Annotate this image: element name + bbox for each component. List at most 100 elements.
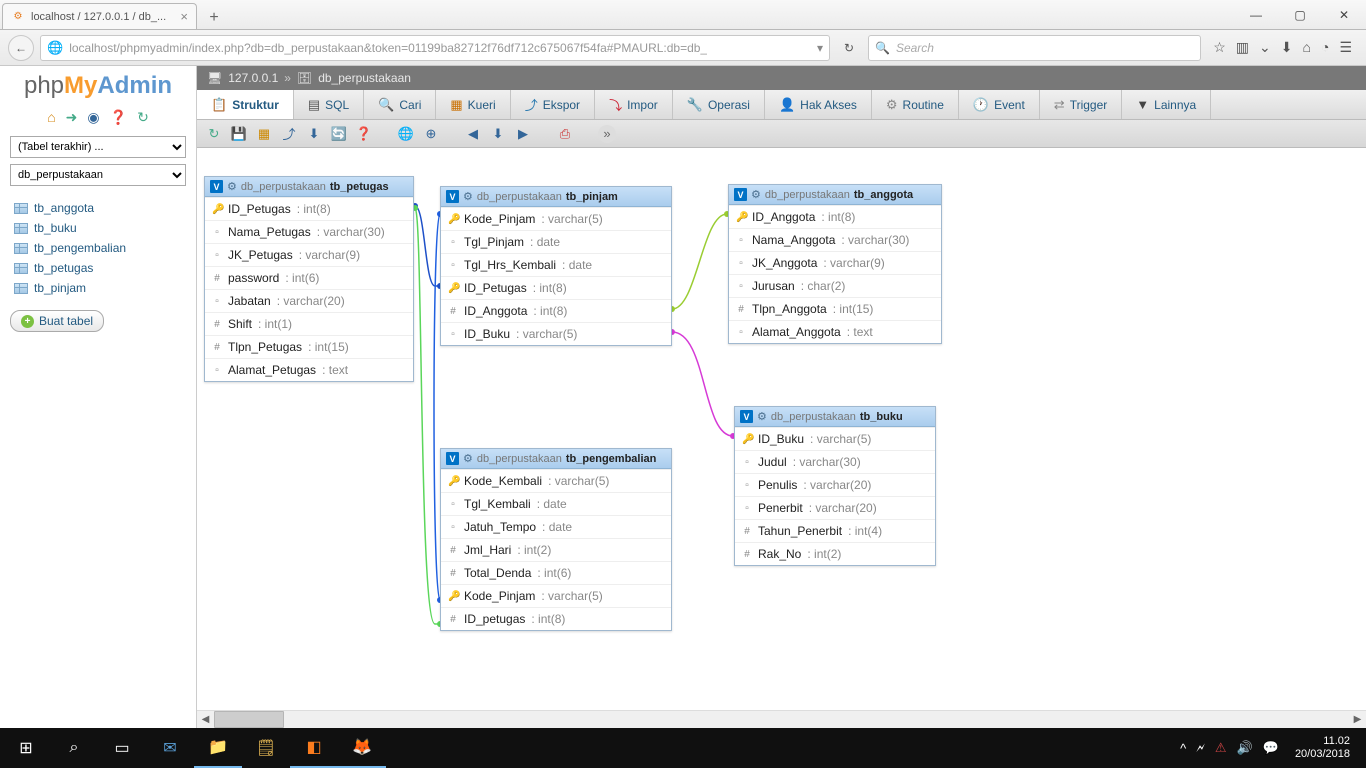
column-Penulis[interactable]: ▫Penulis: varchar(20)	[735, 473, 935, 496]
column-ID_Petugas[interactable]: 🔑ID_Petugas: int(8)	[205, 197, 413, 220]
tab-sql[interactable]: ▤SQL	[294, 90, 364, 119]
tray-up-icon[interactable]: ^	[1180, 741, 1186, 756]
column-password[interactable]: #password: int(6)	[205, 266, 413, 289]
table-header[interactable]: V⚙db_perpustakaan tb_pengembalian	[441, 449, 671, 469]
column-Kode_Pinjam[interactable]: 🔑Kode_Pinjam: varchar(5)	[441, 207, 671, 230]
browser-tab[interactable]: ⚙ localhost / 127.0.0.1 / db_... ×	[2, 3, 197, 29]
breadcrumb-db[interactable]: db_perpustakaan	[318, 71, 411, 85]
search-taskbar-icon[interactable]: ⌕	[50, 728, 98, 768]
tab-ekspor[interactable]: ⤴Ekspor	[511, 90, 595, 119]
explorer-app-icon[interactable]: 📁	[194, 728, 242, 768]
collapse-icon[interactable]: V	[446, 190, 459, 203]
minimize-button[interactable]: —	[1234, 1, 1278, 29]
pdf-icon[interactable]: ⎙	[556, 125, 574, 143]
reload-nav-icon[interactable]: ↻	[137, 109, 149, 126]
left-icon[interactable]: ◀	[464, 125, 482, 143]
start-button[interactable]: ⊞	[2, 728, 50, 768]
table-tb_petugas[interactable]: V⚙db_perpustakaan tb_petugas🔑ID_Petugas:…	[204, 176, 414, 382]
table-tb_pengembalian[interactable]: V⚙db_perpustakaan tb_pengembalian🔑Kode_K…	[440, 448, 672, 631]
bookmark-icon[interactable]: ☆	[1213, 39, 1226, 56]
column-ID_Anggota[interactable]: 🔑ID_Anggota: int(8)	[729, 205, 941, 228]
tray-wifi-icon[interactable]: ⚠	[1215, 740, 1227, 756]
table-tb_anggota[interactable]: V⚙db_perpustakaan tb_anggota🔑ID_Anggota:…	[728, 184, 942, 344]
gear-icon[interactable]: ⚙	[227, 180, 237, 193]
table-header[interactable]: V⚙db_perpustakaan tb_anggota	[729, 185, 941, 205]
sidebar-table-tb_buku[interactable]: tb_buku	[10, 218, 186, 238]
sidebar-table-tb_petugas[interactable]: tb_petugas	[10, 258, 186, 278]
column-Kode_Pinjam[interactable]: 🔑Kode_Pinjam: varchar(5)	[441, 584, 671, 607]
right-icon[interactable]: ▶	[514, 125, 532, 143]
home-icon[interactable]: ⌂	[1303, 39, 1311, 56]
menu-icon[interactable]: ☰	[1339, 39, 1352, 56]
maximize-button[interactable]: ▢	[1278, 1, 1322, 29]
gear-icon[interactable]: ⚙	[757, 410, 767, 423]
taskbar-clock[interactable]: 11.02 20/03/2018	[1289, 735, 1356, 761]
home-icon[interactable]: ⌂	[47, 109, 55, 126]
xampp-app-icon[interactable]: ◧	[290, 728, 338, 768]
sidebar-table-tb_anggota[interactable]: tb_anggota	[10, 198, 186, 218]
collapse-icon[interactable]: V	[446, 452, 459, 465]
tab-hak akses[interactable]: 👤Hak Akses	[765, 90, 872, 119]
column-Tahun_Penerbit[interactable]: #Tahun_Penerbit: int(4)	[735, 519, 935, 542]
more-icon[interactable]: »	[598, 125, 616, 143]
column-Tgl_Pinjam[interactable]: ▫Tgl_Pinjam: date	[441, 230, 671, 253]
notes-app-icon[interactable]: 🗒	[242, 728, 290, 768]
column-Jatuh_Tempo[interactable]: ▫Jatuh_Tempo: date	[441, 515, 671, 538]
column-Nama_Petugas[interactable]: ▫Nama_Petugas: varchar(30)	[205, 220, 413, 243]
column-JK_Petugas[interactable]: ▫JK_Petugas: varchar(9)	[205, 243, 413, 266]
zoom-icon[interactable]: 🌐	[397, 125, 415, 143]
tab-kueri[interactable]: ▦Kueri	[436, 90, 510, 119]
scroll-thumb[interactable]	[214, 711, 284, 728]
designer-canvas[interactable]: V⚙db_perpustakaan tb_petugas🔑ID_Petugas:…	[197, 148, 1366, 728]
table-header[interactable]: V⚙db_perpustakaan tb_petugas	[205, 177, 413, 197]
mail-app-icon[interactable]: ✉	[146, 728, 194, 768]
column-Alamat_Anggota[interactable]: ▫Alamat_Anggota: text	[729, 320, 941, 343]
column-Rak_No[interactable]: #Rak_No: int(2)	[735, 542, 935, 565]
column-Total_Denda[interactable]: #Total_Denda: int(6)	[441, 561, 671, 584]
tab-struktur[interactable]: 📋Struktur	[197, 90, 294, 119]
collapse-icon[interactable]: V	[740, 410, 753, 423]
horizontal-scrollbar[interactable]: ◀ ▶	[197, 710, 1366, 728]
tab-impor[interactable]: ⤵Impor	[595, 90, 673, 119]
arrow-down-icon[interactable]: ⬇	[305, 125, 323, 143]
column-Tlpn_Anggota[interactable]: #Tlpn_Anggota: int(15)	[729, 297, 941, 320]
gear-icon[interactable]: ⚙	[751, 188, 761, 201]
new-tab-button[interactable]: +	[201, 7, 227, 29]
reader-icon[interactable]: ▥	[1236, 39, 1249, 56]
docs-icon[interactable]: ❓	[110, 109, 127, 126]
reload-icon[interactable]: 🔄	[330, 125, 348, 143]
table-tb_buku[interactable]: V⚙db_perpustakaan tb_buku🔑ID_Buku: varch…	[734, 406, 936, 566]
new-table-button[interactable]: +Buat tabel	[10, 310, 104, 332]
breadcrumb-server[interactable]: 127.0.0.1	[228, 71, 278, 85]
back-button[interactable]: ←	[8, 35, 34, 61]
save-icon[interactable]: 💾	[230, 125, 248, 143]
tab-routine[interactable]: ⚙Routine	[872, 90, 959, 119]
sync-icon[interactable]: ◔	[1321, 39, 1329, 56]
sql-icon[interactable]: ◉	[87, 109, 99, 126]
column-Kode_Kembali[interactable]: 🔑Kode_Kembali: varchar(5)	[441, 469, 671, 492]
gear-icon[interactable]: ⚙	[463, 190, 473, 203]
tab-trigger[interactable]: ⇄Trigger	[1040, 90, 1122, 119]
column-ID_Petugas[interactable]: 🔑ID_Petugas: int(8)	[441, 276, 671, 299]
dropdown-icon[interactable]: ▾	[817, 41, 823, 55]
fit-icon[interactable]: ⊕	[422, 125, 440, 143]
column-ID_petugas[interactable]: #ID_petugas: int(8)	[441, 607, 671, 630]
firefox-app-icon[interactable]: 🦊	[338, 728, 386, 768]
tab-cari[interactable]: 🔍Cari	[364, 90, 436, 119]
column-ID_Anggota[interactable]: #ID_Anggota: int(8)	[441, 299, 671, 322]
column-ID_Buku[interactable]: ▫ID_Buku: varchar(5)	[441, 322, 671, 345]
tray-notif-icon[interactable]: 💬	[1263, 740, 1279, 756]
table-header[interactable]: V⚙db_perpustakaan tb_pinjam	[441, 187, 671, 207]
tray-volume-icon[interactable]: 🔊	[1237, 740, 1253, 756]
tray-battery-icon[interactable]: 🗲	[1196, 740, 1205, 756]
recent-tables-select[interactable]: (Tabel terakhir) ...	[10, 136, 186, 158]
column-Judul[interactable]: ▫Judul: varchar(30)	[735, 450, 935, 473]
column-Tgl_Kembali[interactable]: ▫Tgl_Kembali: date	[441, 492, 671, 515]
collapse-icon[interactable]: V	[210, 180, 223, 193]
column-Nama_Anggota[interactable]: ▫Nama_Anggota: varchar(30)	[729, 228, 941, 251]
url-box[interactable]: 🌐 localhost/phpmyadmin/index.php?db=db_p…	[40, 35, 830, 61]
table-tb_pinjam[interactable]: V⚙db_perpustakaan tb_pinjam🔑Kode_Pinjam:…	[440, 186, 672, 346]
database-select[interactable]: db_perpustakaan	[10, 164, 186, 186]
search-box[interactable]: 🔍 Search	[868, 35, 1201, 61]
column-Alamat_Petugas[interactable]: ▫Alamat_Petugas: text	[205, 358, 413, 381]
